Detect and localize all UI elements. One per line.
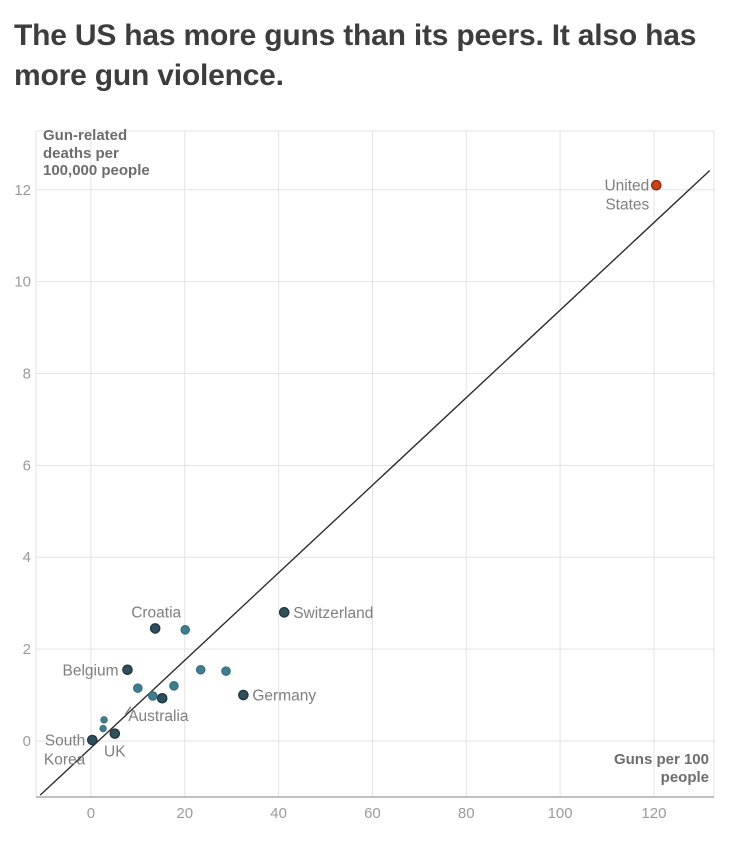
data-point-belgium: [122, 664, 133, 676]
y-tick-label: 12: [14, 182, 31, 199]
point-label-united-states: States: [605, 197, 649, 214]
point-label-uk: UK: [104, 744, 126, 761]
x-tick-label: 20: [176, 805, 193, 822]
y-tick-label: 2: [23, 641, 31, 658]
point-label-croatia: Croatia: [131, 604, 181, 621]
point-label-australia: Australia: [128, 708, 189, 725]
point-label-south-korea: Korea: [44, 752, 86, 769]
data-point: [180, 625, 191, 635]
point-label-united-states: United: [604, 178, 649, 195]
y-tick-label: 10: [14, 274, 31, 291]
data-point-switzerland: [278, 607, 290, 618]
chart-title-line-2: more gun violence.: [14, 59, 284, 92]
chart-title: The US has more guns than its peers. It …: [14, 16, 696, 96]
x-tick-label: 60: [364, 805, 381, 822]
data-point: [169, 681, 179, 691]
point-label-switzerland: Switzerland: [293, 605, 373, 622]
data-point-germany: [238, 689, 249, 701]
data-point: [195, 664, 206, 675]
chart-title-line-1: The US has more guns than its peers. It …: [14, 19, 697, 52]
data-point-uk: [109, 728, 121, 739]
point-label-south-korea: South: [45, 733, 86, 750]
data-point: [99, 724, 107, 733]
y-tick-label: 8: [23, 366, 31, 383]
x-tick-label: 100: [548, 805, 573, 822]
x-tick-label: 120: [641, 805, 666, 822]
x-tick-label: 0: [87, 805, 95, 822]
data-point-south-korea: [87, 734, 98, 746]
y-tick-label: 6: [23, 457, 31, 474]
data-point-united-states: [650, 179, 662, 191]
data-point: [100, 716, 108, 724]
data-point-croatia: [149, 623, 161, 634]
x-tick-label: 40: [270, 805, 287, 822]
y-tick-label: 0: [23, 733, 31, 750]
point-label-belgium: Belgium: [62, 662, 118, 679]
label-leader-line: [124, 706, 132, 716]
x-tick-label: 80: [458, 805, 475, 822]
trend-line: [39, 169, 711, 796]
data-point: [221, 666, 231, 676]
data-point: [148, 691, 158, 701]
x-axis-title: Guns per 100 people: [613, 751, 709, 786]
data-point-australia: [156, 692, 168, 704]
y-axis-title: Gun-related deaths per 100,000 people: [43, 127, 150, 179]
data-point: [133, 683, 143, 693]
y-tick-label: 4: [23, 549, 31, 566]
point-label-germany: Germany: [252, 688, 316, 705]
